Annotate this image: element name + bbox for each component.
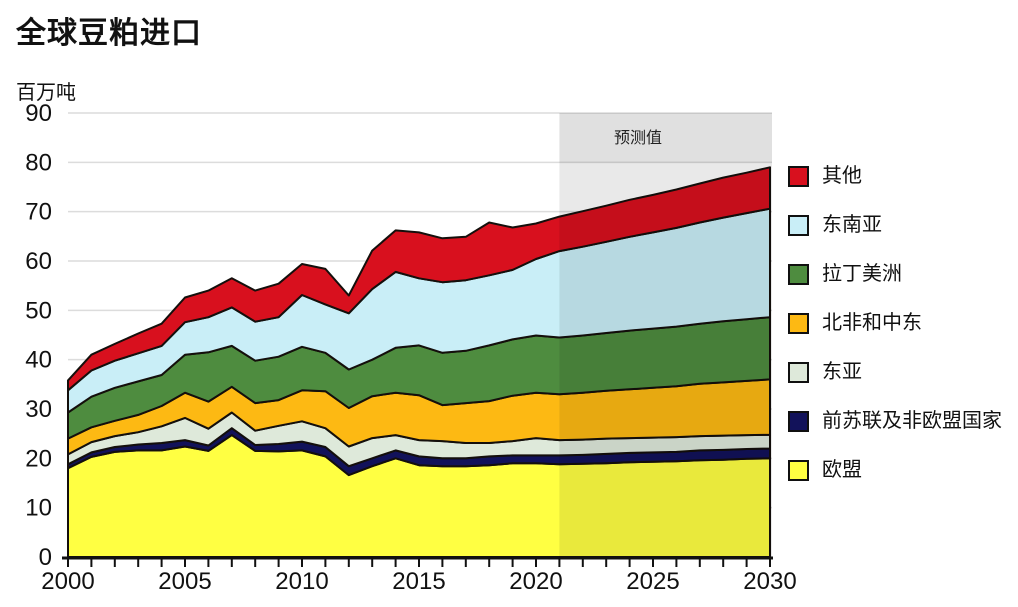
page-title: 全球豆粕进口 [16,17,202,50]
legend-item: 欧盟 [788,458,1002,482]
legend-item: 东南亚 [788,213,1002,237]
y-axis-tick-label: 20 [25,445,52,472]
y-axis-tick-label: 10 [25,495,52,522]
legend-label: 东亚 [822,361,862,383]
y-axis-tick-label: 90 [25,100,52,127]
y-axis-tick-label: 40 [25,347,52,374]
forecast-region-overlay [559,113,772,557]
legend-swatch [788,214,809,236]
legend-swatch [788,410,809,432]
y-axis-unit-label: 百万吨 [16,82,76,104]
legend-label: 东南亚 [822,214,882,236]
forecast-label: 预测值 [613,130,662,147]
legend-label: 欧盟 [822,459,862,481]
area-series-其他 [67,166,771,392]
x-axis-tick-label: 2005 [158,568,211,595]
x-axis-tick-label: 2025 [626,568,679,595]
legend-item: 拉丁美洲 [788,262,1002,286]
legend-swatch [788,165,809,187]
legend-label: 前苏联及非欧盟国家 [822,410,1002,432]
x-axis-tick-label: 2020 [509,568,562,595]
legend-swatch [788,459,809,481]
y-axis-tick-label: 70 [25,199,52,226]
x-axis-tick-label: 2015 [392,568,445,595]
legend-item: 东亚 [788,360,1002,384]
legend-item: 北非和中东 [788,311,1002,335]
x-axis-tick-label: 2030 [743,568,796,595]
y-axis-tick-label: 80 [25,149,52,176]
legend-label: 拉丁美洲 [822,263,902,285]
y-axis-tick-label: 30 [25,396,52,423]
x-axis-tick-label: 2000 [41,568,94,595]
y-axis-tick-label: 50 [25,297,52,324]
y-axis-tick-label: 60 [25,248,52,275]
x-axis-tick-label: 2010 [275,568,328,595]
y-axis-tick-label: 0 [39,544,52,571]
legend-swatch [788,361,809,383]
legend: 其他 东南亚 拉丁美洲 北非和中东 东亚 前苏联及非欧盟国家 欧盟 [788,164,1002,482]
legend-item: 其他 [788,164,1002,188]
legend-label: 北非和中东 [822,312,922,334]
legend-swatch [788,312,809,334]
legend-swatch [788,263,809,285]
legend-label: 其他 [822,165,862,187]
legend-item: 前苏联及非欧盟国家 [788,409,1002,433]
